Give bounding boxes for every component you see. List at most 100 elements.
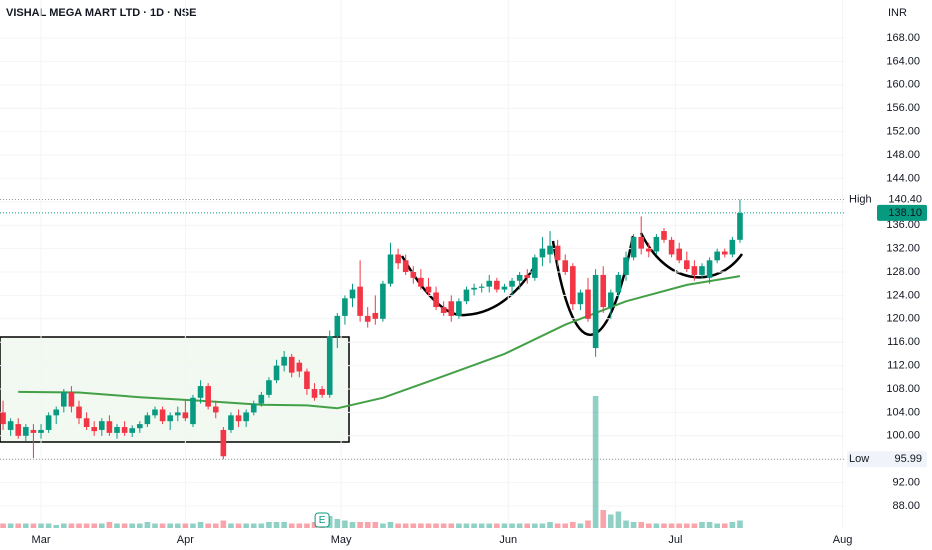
volume-bar xyxy=(592,396,599,528)
candle-body xyxy=(608,292,614,308)
volume-bar xyxy=(494,523,500,528)
volume-bar xyxy=(585,520,591,528)
volume-bar xyxy=(532,523,538,528)
y-tick-label: 132.00 xyxy=(886,243,920,255)
y-tick-label: 128.00 xyxy=(886,266,920,278)
volume-bar xyxy=(737,520,743,528)
volume-bar xyxy=(235,523,242,528)
candle-body xyxy=(45,415,52,430)
volume-bar xyxy=(243,523,249,528)
candle-body xyxy=(676,248,682,261)
candle-body xyxy=(570,266,576,305)
candle-body xyxy=(402,260,409,273)
y-tick-label: 88.00 xyxy=(892,500,920,512)
candle-body xyxy=(68,391,75,407)
cup-drawing xyxy=(400,255,537,317)
volume-bar xyxy=(220,520,227,528)
x-tick-label: Jun xyxy=(499,534,517,546)
volume-bar xyxy=(402,523,409,528)
volume-bar xyxy=(623,520,629,528)
volume-bar xyxy=(342,520,348,528)
volume-bar xyxy=(288,523,295,528)
candle-body xyxy=(23,427,29,436)
volume-bar xyxy=(61,523,67,528)
candle-body xyxy=(38,429,44,433)
candle-body xyxy=(706,260,713,278)
volume-bar xyxy=(212,523,219,528)
volume-bar xyxy=(136,523,143,528)
earnings-label: E xyxy=(319,515,326,526)
candle-body xyxy=(562,260,569,273)
candle-body xyxy=(281,356,287,366)
candle-body xyxy=(592,274,599,349)
candle-body xyxy=(205,386,211,407)
y-tick-label: 148.00 xyxy=(886,149,920,161)
candle-body xyxy=(311,389,318,398)
candle-body xyxy=(144,415,151,425)
volume-bar xyxy=(197,522,204,528)
candle-body xyxy=(250,403,257,413)
candle-body xyxy=(600,274,607,308)
candle-body xyxy=(220,429,227,457)
volume-bar xyxy=(228,523,234,528)
candle-body xyxy=(699,266,705,275)
candle-body xyxy=(547,245,553,255)
volume-bar xyxy=(99,523,105,528)
volume-bar xyxy=(23,523,29,528)
volume-bar xyxy=(281,522,287,528)
volume-bar xyxy=(524,523,531,528)
volume-bar xyxy=(706,522,713,528)
candle-body xyxy=(486,280,493,287)
volume-bar xyxy=(721,523,728,528)
volume-bar xyxy=(577,523,584,528)
y-tick-label: 136.00 xyxy=(886,219,920,231)
candle-body xyxy=(440,307,447,313)
candle-body xyxy=(83,418,90,428)
volume-bar xyxy=(630,522,637,528)
volume-bar xyxy=(714,523,720,528)
volume-bar xyxy=(547,522,553,528)
volume-bar xyxy=(205,523,211,528)
candle-body xyxy=(691,266,698,275)
y-tick-label: 160.00 xyxy=(886,79,920,91)
volume-bar xyxy=(372,522,379,528)
volume-bar xyxy=(311,522,318,528)
candle-body xyxy=(159,409,166,422)
volume-bar xyxy=(159,523,166,528)
candle-body xyxy=(15,424,22,436)
candle-body xyxy=(456,301,462,316)
y-tick-label: 116.00 xyxy=(887,336,920,348)
candle-body xyxy=(433,292,439,308)
volume-bar xyxy=(668,523,675,528)
volume-bar xyxy=(676,523,682,528)
y-tick-label: 124.00 xyxy=(886,289,920,301)
volume-bar xyxy=(570,522,576,528)
volume-bar xyxy=(83,523,90,528)
candle-body xyxy=(326,336,333,395)
y-tick-label: 108.00 xyxy=(886,383,920,395)
volume-bar xyxy=(562,523,569,528)
candle-body xyxy=(266,380,272,395)
volume-bar xyxy=(15,523,22,528)
candle-body xyxy=(228,415,234,430)
volume-bar xyxy=(486,523,493,528)
candle-body xyxy=(342,298,348,316)
volume-bar xyxy=(425,523,432,528)
candle-body xyxy=(258,394,265,404)
volume-bar xyxy=(395,523,401,528)
candle-body xyxy=(61,391,67,407)
volume-bar xyxy=(91,523,98,528)
candle-body xyxy=(30,429,37,433)
volume-bar xyxy=(349,522,356,528)
candle-body xyxy=(721,251,728,255)
candle-body xyxy=(243,412,249,422)
volume xyxy=(0,396,743,528)
volume-bar xyxy=(539,523,546,528)
volume-bar xyxy=(608,514,614,528)
candle-body xyxy=(494,280,500,290)
volume-bar xyxy=(433,523,439,528)
price-tag xyxy=(877,191,927,208)
volume-bar xyxy=(478,523,485,528)
volume-bar xyxy=(600,510,607,528)
